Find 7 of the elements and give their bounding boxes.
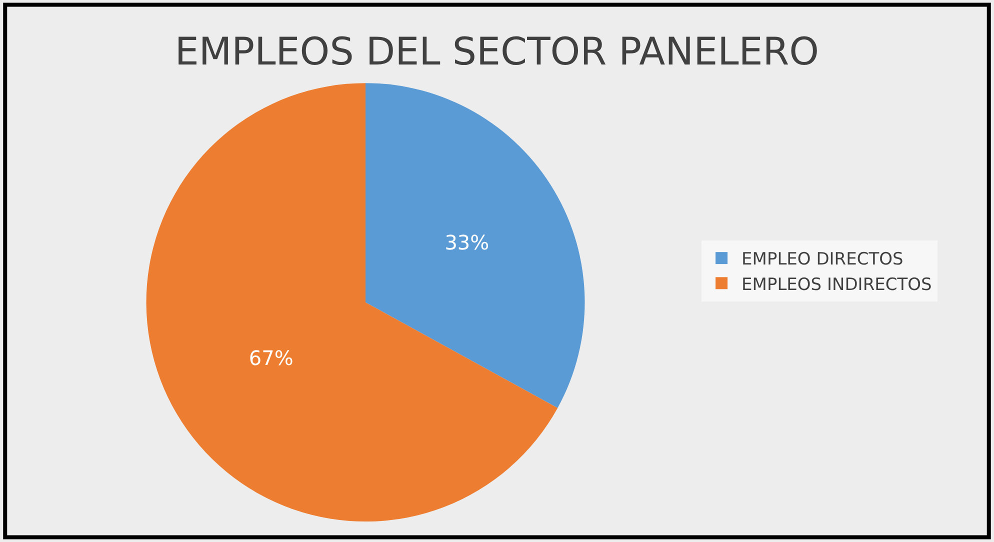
data-label: 33% xyxy=(444,230,490,254)
pie-slice xyxy=(146,83,558,522)
chart-title: EMPLEOS DEL SECTOR PANELERO xyxy=(174,30,820,74)
legend-label: EMPLEOS INDIRECTOS xyxy=(742,274,932,295)
pie-slice xyxy=(366,83,585,408)
legend-label: EMPLEO DIRECTOS xyxy=(742,250,904,270)
data-label: 67% xyxy=(248,346,294,370)
